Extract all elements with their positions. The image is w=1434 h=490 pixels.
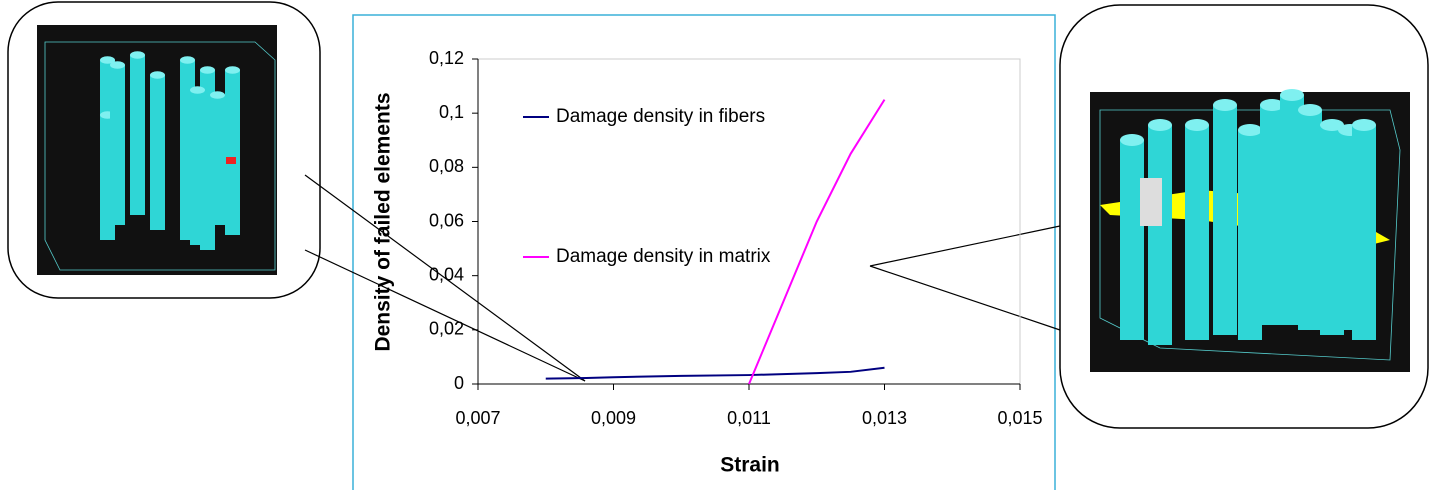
cylinder-top [100,56,115,64]
cylinder-top [1185,119,1209,131]
callout-line [869,265,1061,331]
cylinder-top [1298,104,1322,116]
cylinder [190,90,205,245]
callout-line [304,174,586,382]
broken-fiber [1140,178,1162,226]
y-tick-label: 0,04 [429,264,464,284]
y-tick-label: 0 [454,373,464,393]
x-axis-title: Strain [720,454,780,477]
callout-line [304,249,586,382]
cylinder-top [1238,124,1262,136]
cylinder [1352,125,1376,340]
cylinder [1238,130,1262,340]
y-tick-label: 0,12 [429,48,464,68]
cylinder-top [110,61,125,69]
cylinder-top [1280,89,1304,101]
cylinder-top [225,66,240,74]
cylinder-top [1148,119,1172,131]
legend-label: Damage density in fibers [556,106,766,127]
cylinder [1213,105,1237,335]
x-tick-label: 0,015 [997,408,1042,428]
x-tick-label: 0,013 [862,408,907,428]
cylinder-top [1352,119,1376,131]
cylinder [110,65,125,225]
callout-line [869,225,1061,267]
x-tick-label: 0,007 [455,408,500,428]
cylinder-top [1320,119,1344,131]
box-outline [1099,109,1401,361]
inset-drawings [44,41,1401,361]
y-tick-label: 0,08 [429,156,464,176]
damage-spot [226,157,236,164]
cylinder-top [200,66,215,74]
cylinder [150,75,165,230]
y-tick-label: 0,06 [429,210,464,230]
cylinder-top [150,71,165,79]
cylinder [210,95,225,225]
legend-label: Damage density in matrix [556,246,771,267]
cylinder [1298,110,1322,330]
chart-frame [352,14,1056,490]
cylinder-top [180,56,195,64]
x-tick-label: 0,011 [727,408,771,428]
cylinder-top [1260,99,1284,111]
series-line [748,99,886,385]
cylinder-top [210,91,225,99]
cylinder [130,55,145,215]
y-axis-title: Density of failed elements [372,92,395,351]
cylinder [1148,125,1172,345]
series-line [545,366,885,380]
x-tick-label: 0,009 [591,408,636,428]
cylinder-top [1120,134,1144,146]
cylinder [1120,140,1144,340]
y-tick-label: 0,02 [429,319,464,339]
cylinder [1185,125,1209,340]
cylinder-top [190,86,205,94]
cylinder-top [130,51,145,59]
cylinder [225,70,240,235]
y-tick-label: 0,1 [439,102,464,122]
box-outline [44,41,276,271]
cylinder-top [1213,99,1237,111]
